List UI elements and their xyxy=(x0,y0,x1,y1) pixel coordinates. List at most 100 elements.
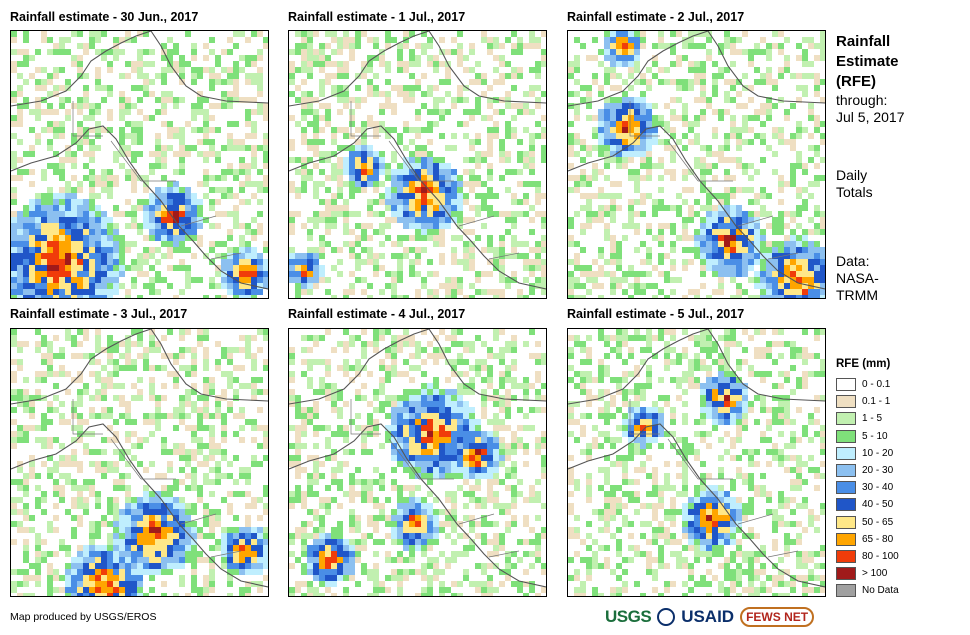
rainfall-cell xyxy=(598,283,604,289)
rainfall-cell xyxy=(499,401,505,407)
rainfall-cell xyxy=(59,259,65,265)
rainfall-cell xyxy=(149,503,155,509)
rainfall-cell xyxy=(119,449,125,455)
rainfall-cell xyxy=(349,181,355,187)
rainfall-cell xyxy=(421,389,427,395)
rainfall-cell xyxy=(712,289,718,295)
rainfall-cell xyxy=(17,139,23,145)
rainfall-cell xyxy=(11,229,17,235)
rainfall-cell xyxy=(113,437,119,443)
rainfall-cell xyxy=(451,253,457,259)
rainfall-cell xyxy=(307,121,313,127)
rainfall-cell xyxy=(161,241,167,247)
rainfall-cell xyxy=(251,551,257,557)
rainfall-cell xyxy=(11,187,17,193)
rainfall-cell xyxy=(808,133,814,139)
rainfall-cell xyxy=(173,229,179,235)
rainfall-cell xyxy=(403,121,409,127)
rainfall-cell xyxy=(47,199,53,205)
rainfall-cell xyxy=(481,497,487,503)
rainfall-cell xyxy=(29,271,35,277)
rainfall-cell xyxy=(355,467,361,473)
rainfall-cell xyxy=(604,193,610,199)
rainfall-cell xyxy=(724,31,730,37)
rainfall-cell xyxy=(700,229,706,235)
rainfall-cell xyxy=(83,97,89,103)
rainfall-cell xyxy=(634,175,640,181)
rainfall-cell xyxy=(784,109,790,115)
rainfall-cell xyxy=(173,61,179,67)
rainfall-cell xyxy=(415,163,421,169)
rainfall-cell xyxy=(11,295,17,298)
rainfall-cell xyxy=(191,49,197,55)
rainfall-cell xyxy=(131,217,137,223)
rainfall-cell xyxy=(433,437,439,443)
rainfall-cell xyxy=(397,407,403,413)
rainfall-cell xyxy=(487,85,493,91)
rainfall-cell xyxy=(23,223,29,229)
rainfall-cell xyxy=(517,157,523,163)
rainfall-cell xyxy=(35,235,41,241)
rainfall-cell xyxy=(628,139,634,145)
rainfall-cell xyxy=(155,133,161,139)
rainfall-cell xyxy=(535,341,541,347)
rainfall-cell xyxy=(628,43,634,49)
rainfall-cell xyxy=(397,235,403,241)
rainfall-cell xyxy=(409,157,415,163)
rainfall-cell xyxy=(289,217,295,223)
rainfall-cell xyxy=(628,175,634,181)
rainfall-cell xyxy=(17,485,23,491)
rainfall-cell xyxy=(694,247,700,253)
rainfall-cell xyxy=(433,217,439,223)
rainfall-cell xyxy=(403,61,409,67)
rainfall-cell xyxy=(487,169,493,175)
rainfall-cell xyxy=(197,151,203,157)
rainfall-cell xyxy=(17,479,23,485)
rainfall-cell xyxy=(17,461,23,467)
rainfall-cell xyxy=(646,259,652,265)
rainfall-cell xyxy=(125,521,131,527)
rainfall-cell xyxy=(227,283,233,289)
rainfall-cell xyxy=(101,247,107,253)
rainfall-cell xyxy=(736,283,742,289)
rainfall-cell xyxy=(65,199,71,205)
rainfall-cell xyxy=(604,31,610,37)
rainfall-cell xyxy=(754,79,760,85)
rainfall-cell xyxy=(331,401,337,407)
rainfall-cell xyxy=(511,247,517,253)
rainfall-cell xyxy=(463,67,469,73)
rainfall-cell xyxy=(65,575,71,581)
rainfall-cell xyxy=(343,461,349,467)
coastline xyxy=(11,31,268,290)
rainfall-cell xyxy=(257,425,263,431)
rainfall-cell xyxy=(65,473,71,479)
rainfall-cell xyxy=(319,253,325,259)
rainfall-cell xyxy=(409,163,415,169)
rainfall-cell xyxy=(65,419,71,425)
rainfall-cell xyxy=(574,259,580,265)
rainfall-cell xyxy=(41,211,47,217)
rainfall-cell xyxy=(59,193,65,199)
rainfall-cell xyxy=(541,217,546,223)
rainfall-cell xyxy=(59,121,65,127)
rainfall-cell xyxy=(664,205,670,211)
rainfall-cell xyxy=(493,289,499,295)
rainfall-cell xyxy=(179,229,185,235)
rainfall-cell xyxy=(173,43,179,49)
rainfall-cell xyxy=(421,145,427,151)
rainfall-cell xyxy=(17,497,23,503)
rainfall-cell xyxy=(47,581,53,587)
rainfall-cell xyxy=(325,43,331,49)
rainfall-cell xyxy=(263,443,268,449)
rainfall-cell xyxy=(736,133,742,139)
rainfall-cell xyxy=(616,109,622,115)
rainfall-cell xyxy=(295,425,301,431)
rainfall-cell xyxy=(125,145,131,151)
rainfall-cell xyxy=(397,491,403,497)
rainfall-cell xyxy=(191,353,197,359)
rainfall-cell xyxy=(179,329,185,335)
rainfall-cell xyxy=(415,431,421,437)
rainfall-cell xyxy=(535,395,541,401)
rainfall-cell xyxy=(337,49,343,55)
rainfall-cell xyxy=(203,395,209,401)
